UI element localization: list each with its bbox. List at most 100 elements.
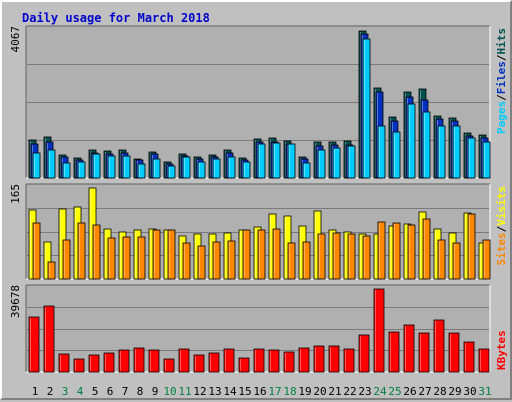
day-labels: 1 2 3 4 5 6 7 8 9 10 11 12 13 14 15 16 17 18 19 20 21 22 23 24 2… bbox=[32, 385, 492, 398]
day-label-15: 15 bbox=[238, 385, 251, 398]
legend-sites: Sites bbox=[495, 232, 508, 265]
bar-pages-day-2 bbox=[47, 149, 56, 179]
bar-pages-day-4 bbox=[77, 161, 86, 179]
day-label-24: 24 bbox=[373, 385, 387, 398]
day-label-22: 22 bbox=[343, 385, 356, 398]
bar-pages-day-5 bbox=[92, 153, 101, 179]
bar-pages-day-1 bbox=[32, 152, 41, 179]
bar-kbytes-day-25 bbox=[388, 331, 400, 373]
bar-sites-day-18 bbox=[287, 242, 296, 280]
bar-pages-day-10 bbox=[167, 165, 176, 179]
bar-kbytes-day-17 bbox=[268, 349, 280, 373]
bar-pages-day-3 bbox=[62, 162, 71, 179]
day-label-20: 20 bbox=[313, 385, 326, 398]
day-label-25: 25 bbox=[388, 385, 401, 398]
day-label-9: 9 bbox=[152, 385, 159, 398]
bar-sites-day-16 bbox=[257, 229, 266, 280]
day-label-16: 16 bbox=[253, 385, 266, 398]
bar-sites-day-29 bbox=[452, 242, 461, 280]
bar-sites-day-1 bbox=[32, 222, 41, 280]
day-label-1: 1 bbox=[32, 385, 39, 398]
day-label-23: 23 bbox=[358, 385, 371, 398]
day-label-3: 3 bbox=[62, 385, 69, 398]
bar-kbytes-day-28 bbox=[433, 319, 445, 373]
bar-kbytes-day-30 bbox=[463, 341, 475, 373]
bar-sites-day-21 bbox=[332, 232, 341, 280]
bar-kbytes-day-10 bbox=[163, 358, 175, 373]
chart-panels: 4067Pages/Files/Hits165Sites/Visits39678… bbox=[9, 25, 508, 373]
bar-sites-day-8 bbox=[137, 236, 146, 280]
bar-sites-day-10 bbox=[167, 229, 176, 280]
bar-kbytes-day-26 bbox=[403, 324, 415, 373]
bar-pages-day-25 bbox=[392, 131, 401, 179]
bar-kbytes-day-19 bbox=[298, 347, 310, 373]
chart-title: Daily usage for March 2018 bbox=[22, 11, 210, 25]
day-label-14: 14 bbox=[223, 385, 237, 398]
bar-pages-day-29 bbox=[452, 125, 461, 179]
bar-pages-day-28 bbox=[437, 125, 446, 179]
bar-sites-day-19 bbox=[302, 241, 311, 280]
bar-kbytes-day-15 bbox=[238, 357, 250, 373]
day-label-12: 12 bbox=[193, 385, 206, 398]
day-label-26: 26 bbox=[403, 385, 416, 398]
day-label-8: 8 bbox=[137, 385, 144, 398]
bar-pages-day-21 bbox=[332, 147, 341, 179]
legend-separator: / bbox=[495, 94, 508, 101]
day-label-30: 30 bbox=[463, 385, 476, 398]
bar-sites-day-5 bbox=[92, 224, 101, 280]
day-label-17: 17 bbox=[268, 385, 281, 398]
bar-kbytes-day-4 bbox=[73, 358, 85, 373]
bar-pages-day-30 bbox=[467, 137, 476, 179]
day-label-29: 29 bbox=[448, 385, 461, 398]
bar-sites-day-7 bbox=[122, 236, 131, 280]
day-label-7: 7 bbox=[122, 385, 129, 398]
bar-sites-day-3 bbox=[62, 239, 71, 280]
day-label-13: 13 bbox=[208, 385, 221, 398]
bar-kbytes-day-31 bbox=[478, 348, 490, 373]
bar-kbytes-day-13 bbox=[208, 352, 220, 373]
bar-visits-day-2 bbox=[43, 241, 52, 280]
bar-pages-day-19 bbox=[302, 162, 311, 179]
bar-sites-day-14 bbox=[227, 240, 236, 280]
bar-kbytes-day-11 bbox=[178, 348, 190, 373]
bar-sites-day-13 bbox=[212, 241, 221, 280]
bar-pages-day-14 bbox=[227, 156, 236, 179]
bar-sites-day-4 bbox=[77, 222, 86, 280]
legend-kbytes: KBytes bbox=[495, 330, 508, 370]
bar-sites-day-9 bbox=[152, 229, 161, 280]
day-label-6: 6 bbox=[107, 385, 114, 398]
bar-sites-day-25 bbox=[392, 222, 401, 280]
day-label-10: 10 bbox=[163, 385, 176, 398]
bar-sites-day-30 bbox=[467, 213, 476, 280]
bar-sites-day-31 bbox=[482, 239, 491, 280]
bar-pages-day-15 bbox=[242, 161, 251, 179]
day-label-11: 11 bbox=[178, 385, 191, 398]
bar-kbytes-day-29 bbox=[448, 332, 460, 373]
bar-pages-day-17 bbox=[272, 142, 281, 179]
panel-2: 165 Sites/Visits bbox=[9, 183, 508, 280]
panel-3: 39678 KBytes bbox=[9, 284, 508, 373]
bar-sites-day-20 bbox=[317, 233, 326, 280]
day-label-27: 27 bbox=[418, 385, 431, 398]
legend: KBytes bbox=[495, 330, 508, 370]
bar-kbytes-day-21 bbox=[328, 345, 340, 373]
day-label-31: 31 bbox=[478, 385, 491, 398]
bar-kbytes-day-2 bbox=[43, 305, 55, 373]
bar-kbytes-day-12 bbox=[193, 354, 205, 373]
bar-pages-day-22 bbox=[347, 145, 356, 179]
day-label-19: 19 bbox=[298, 385, 311, 398]
bar-sites-day-24 bbox=[377, 221, 386, 280]
bar-pages-day-31 bbox=[482, 141, 491, 179]
bar-kbytes-day-7 bbox=[118, 349, 130, 373]
bar-pages-day-11 bbox=[182, 156, 191, 179]
bar-pages-day-18 bbox=[287, 143, 296, 179]
legend-visits: Visits bbox=[495, 186, 508, 226]
bar-sites-day-2 bbox=[47, 261, 56, 280]
day-label-4: 4 bbox=[77, 385, 84, 398]
bar-kbytes-day-16 bbox=[253, 348, 265, 373]
bar-kbytes-day-1 bbox=[28, 316, 40, 373]
day-label-2: 2 bbox=[47, 385, 54, 398]
bar-sites-day-12 bbox=[197, 245, 206, 280]
